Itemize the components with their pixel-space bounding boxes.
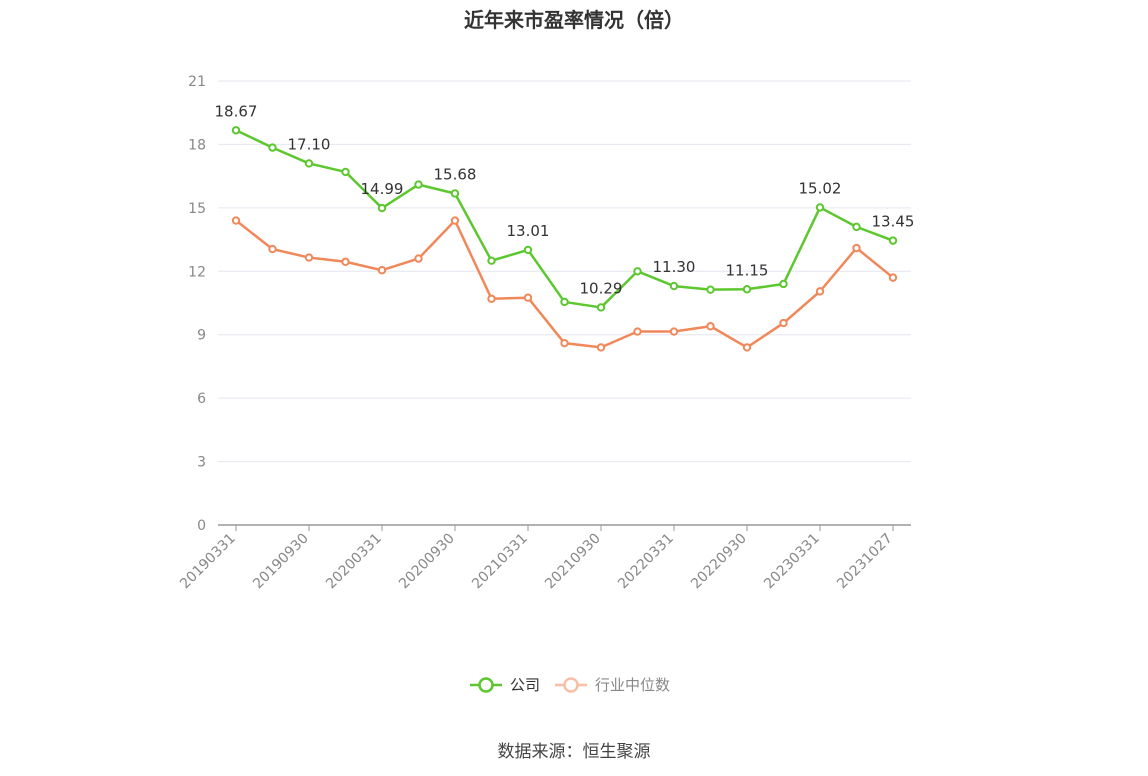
data-label: 13.01	[507, 222, 550, 240]
legend-label: 公司	[510, 676, 540, 694]
company-point	[669, 281, 679, 291]
x-tick-label: 20200331	[323, 531, 385, 593]
industry-point	[414, 254, 423, 263]
y-tick-label: 3	[197, 455, 206, 471]
x-tick-label: 20190331	[177, 531, 239, 593]
industry-point	[852, 243, 861, 253]
series-layer	[231, 126, 898, 352]
industry-point	[487, 294, 496, 303]
industry-point	[669, 327, 679, 336]
industry-point	[560, 338, 569, 348]
data-label-layer: 18.67 17.10 14.99 15.68 13.01 10.29 11.30 11.15…	[215, 102, 915, 297]
industry-point	[341, 257, 350, 266]
x-tick-label: 20210331	[469, 531, 531, 593]
industry-point	[596, 343, 606, 352]
data-source-note: 数据来源：恒生聚源	[497, 742, 651, 762]
industry-point	[377, 266, 387, 275]
industry-point	[268, 244, 277, 254]
data-label: 10.29	[580, 279, 623, 297]
y-tick-label: 9	[197, 328, 206, 344]
company-point	[523, 245, 533, 255]
data-label: 15.02	[799, 179, 842, 197]
industry-point	[742, 343, 752, 352]
company-point	[560, 297, 569, 307]
company-point	[268, 143, 277, 152]
x-tick-label: 20230331	[761, 531, 823, 593]
data-label: 14.99	[361, 180, 404, 198]
industry-point	[633, 327, 642, 336]
legend-item-company[interactable]: 公司	[470, 676, 540, 694]
industry-series-line	[235, 219, 894, 349]
company-point	[341, 167, 350, 177]
x-tick-label: 20190930	[250, 531, 312, 593]
company-point	[231, 126, 241, 135]
company-point	[742, 285, 752, 294]
industry-point	[231, 216, 241, 225]
industry-point	[815, 287, 825, 296]
grid-layer	[218, 80, 911, 463]
legend-label: 行业中位数	[595, 676, 670, 694]
legend[interactable]: 公司 行业中位数	[470, 676, 670, 694]
company-point	[487, 256, 496, 265]
y-tick-label: 21	[188, 74, 206, 90]
x-tick-label: 20200930	[396, 531, 458, 593]
data-label: 11.15	[726, 261, 769, 279]
data-label: 13.45	[872, 213, 915, 231]
industry-point	[888, 273, 898, 282]
x-tick-label: 20210930	[542, 531, 604, 593]
company-point	[852, 222, 861, 232]
company-point	[414, 180, 423, 189]
legend-marker	[563, 677, 579, 693]
x-tick-label: 20220930	[688, 531, 750, 593]
industry-point	[304, 253, 314, 262]
x-tick-label: 20220331	[615, 531, 677, 593]
y-tick-label: 12	[188, 264, 206, 280]
y-tick-label: 0	[197, 518, 206, 534]
industry-point	[779, 318, 788, 328]
industry-point	[706, 322, 715, 331]
company-point	[815, 203, 825, 212]
legend-item-industry[interactable]: 行业中位数	[555, 676, 670, 694]
company-point	[304, 159, 314, 168]
x-tick-label: 20231027	[834, 531, 896, 593]
company-point	[377, 203, 387, 213]
legend-marker	[478, 677, 494, 693]
company-point	[596, 303, 606, 312]
industry-point	[450, 216, 460, 225]
data-label: 17.10	[288, 135, 331, 153]
data-label: 18.67	[215, 102, 258, 120]
company-point	[450, 189, 460, 198]
data-label: 11.30	[653, 258, 696, 276]
y-tick-label: 6	[197, 391, 206, 407]
company-point	[888, 236, 898, 245]
industry-point	[523, 293, 533, 302]
company-series-line	[235, 129, 894, 309]
y-tick-label: 18	[188, 137, 206, 153]
company-point	[633, 267, 642, 276]
y-tick-label: 15	[188, 201, 206, 217]
data-label: 15.68	[434, 165, 477, 183]
chart-title: 近年来市盈率情况（倍）	[464, 8, 684, 32]
company-point	[779, 279, 788, 289]
company-point	[706, 285, 715, 294]
